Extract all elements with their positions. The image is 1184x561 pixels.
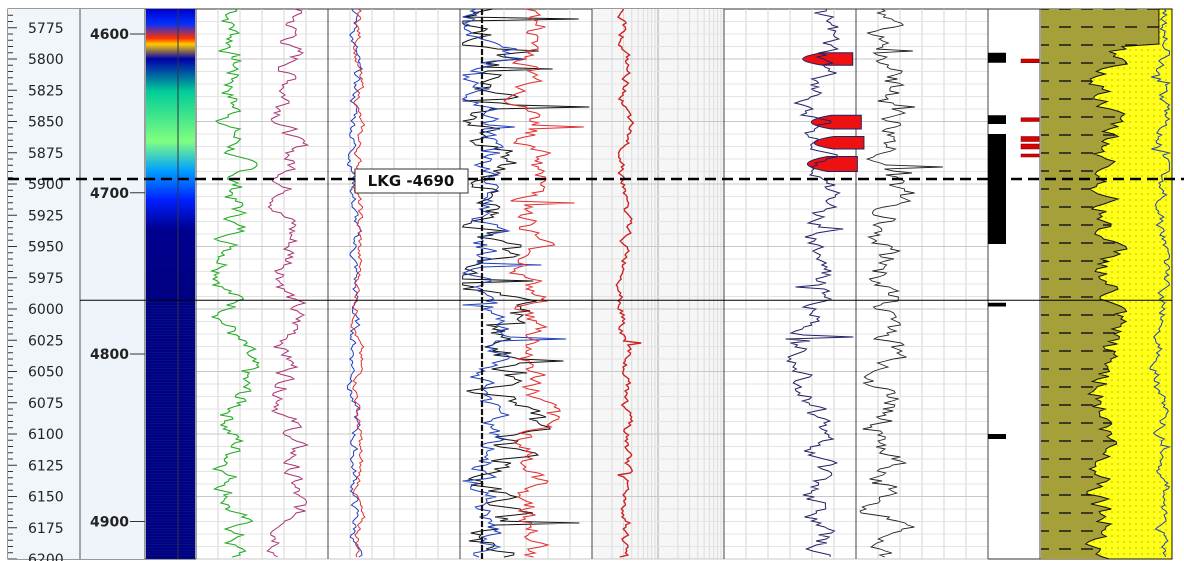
md-tick-label: 6100	[28, 427, 64, 443]
tvd-tick-label: 4900	[90, 515, 129, 531]
flag-black	[988, 115, 1006, 124]
image-upper	[146, 9, 195, 303]
sand-fill	[1084, 8, 1173, 560]
pay-fill	[810, 114, 862, 130]
md-tick-label: 6150	[28, 490, 64, 506]
flag-black	[988, 302, 1006, 307]
curve-d1	[615, 8, 642, 558]
log-curves	[209, 8, 1172, 559]
flag-black	[988, 52, 1006, 63]
resistivity-curve	[785, 8, 854, 558]
md-tick-label: 6000	[28, 302, 64, 318]
md-tick-label: 5975	[28, 271, 64, 287]
pay-fill	[802, 52, 854, 66]
lithology-curve	[1149, 8, 1172, 558]
md-tick-label: 6050	[28, 365, 64, 381]
marker-label-box	[354, 168, 469, 194]
flag-black	[988, 434, 1006, 439]
pay-fill	[806, 156, 858, 172]
md-tick-label: 5950	[28, 240, 64, 256]
flag-red	[1020, 136, 1040, 142]
md-tick-label: 5900	[28, 177, 64, 193]
tvd-track-bg	[80, 9, 145, 559]
curve-c1	[461, 8, 590, 558]
md-tick-label: 6200	[28, 552, 64, 561]
flag-black	[988, 134, 1006, 244]
tvd-tick-label: 4800	[90, 347, 129, 363]
flag-track	[988, 52, 1040, 439]
md-tick-label: 5775	[28, 21, 64, 37]
md-tick-label: 5925	[28, 208, 64, 224]
md-tick-label: 6075	[28, 396, 64, 412]
flag-red	[1020, 58, 1040, 63]
track-grid	[8, 9, 1173, 560]
flag-red	[1020, 143, 1040, 150]
md-tick-label: 5850	[28, 115, 64, 131]
md-tick-label: 6125	[28, 458, 64, 474]
flag-red	[1020, 153, 1040, 158]
md-tick-label: 5800	[28, 52, 64, 68]
tvd-tick-label: 4600	[90, 27, 129, 43]
md-tick-label: 5875	[28, 146, 64, 162]
tvd-depth-axis: 4600 4700 4800 4900	[90, 27, 145, 531]
md-tick-label: 6175	[28, 521, 64, 537]
curve-b2	[350, 8, 366, 558]
curve-a2	[266, 8, 310, 558]
flag-red	[1020, 117, 1040, 122]
md-tick-label: 5825	[28, 83, 64, 99]
marker-label: LKG -4690	[368, 172, 455, 190]
curve-c3	[503, 8, 584, 558]
pay-fill	[813, 136, 865, 150]
tvd-tick-label: 4700	[90, 186, 129, 202]
curve-f1	[859, 8, 943, 558]
gamma-ray-curve	[209, 8, 260, 558]
track-fills	[146, 8, 1173, 560]
md-tick-label: 6025	[28, 333, 64, 349]
